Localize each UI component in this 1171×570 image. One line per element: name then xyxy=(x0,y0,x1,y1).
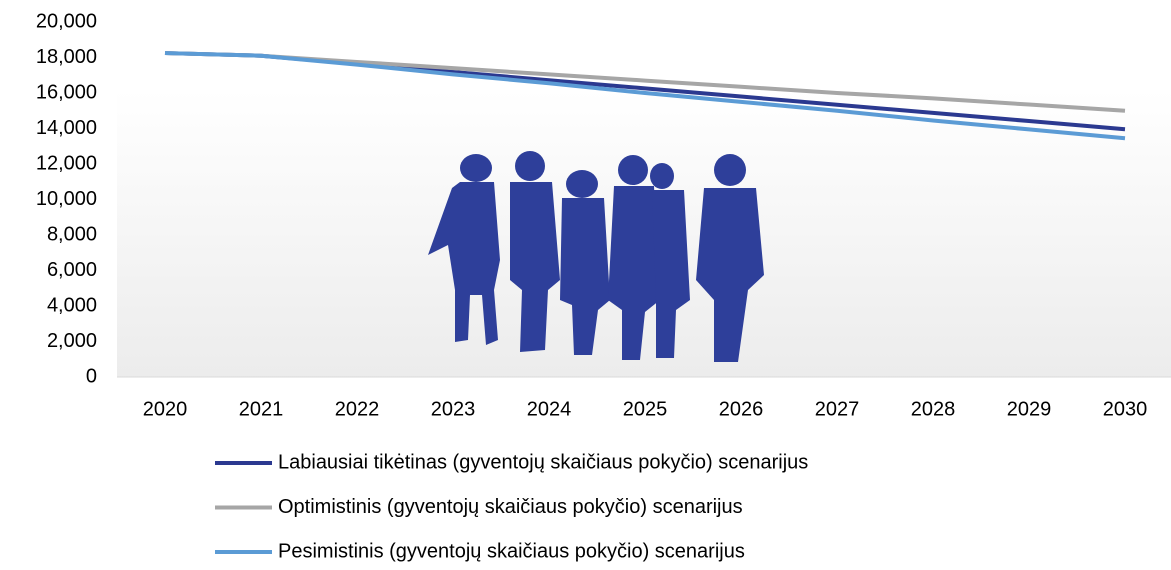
y-tick-label: 12,000 xyxy=(36,152,97,174)
y-tick-label: 8,000 xyxy=(47,223,97,245)
y-tick-label: 16,000 xyxy=(36,81,97,103)
chart: 0 2,000 4,000 6,000 8,000 10,000 12,000 14,000 1… xyxy=(0,0,1171,570)
y-tick-label: 4,000 xyxy=(47,294,97,316)
y-tick-label: 14,000 xyxy=(36,117,97,139)
x-tick-label: 2028 xyxy=(911,398,956,420)
legend-label: Optimistinis (gyventojų skaičiaus pokyči… xyxy=(278,496,743,518)
y-tick-label: 18,000 xyxy=(36,46,97,68)
x-tick-label: 2023 xyxy=(431,398,476,420)
x-tick-label: 2029 xyxy=(1007,398,1052,420)
y-tick-label: 6,000 xyxy=(47,259,97,281)
x-tick-label: 2030 xyxy=(1103,398,1148,420)
x-tick-label: 2024 xyxy=(527,398,572,420)
y-tick-label: 20,000 xyxy=(36,10,97,32)
y-tick-label: 0 xyxy=(86,365,97,387)
x-tick-label: 2025 xyxy=(623,398,668,420)
legend-label: Pesimistinis (gyventojų skaičiaus pokyči… xyxy=(278,540,745,562)
y-tick-label: 10,000 xyxy=(36,188,97,210)
x-tick-label: 2026 xyxy=(719,398,764,420)
x-tick-label: 2020 xyxy=(143,398,188,420)
x-tick-label: 2022 xyxy=(335,398,380,420)
legend-label: Labiausiai tikėtinas (gyventojų skaičiau… xyxy=(278,451,808,473)
x-tick-label: 2021 xyxy=(239,398,284,420)
y-tick-label: 2,000 xyxy=(47,330,97,352)
x-tick-label: 2027 xyxy=(815,398,860,420)
